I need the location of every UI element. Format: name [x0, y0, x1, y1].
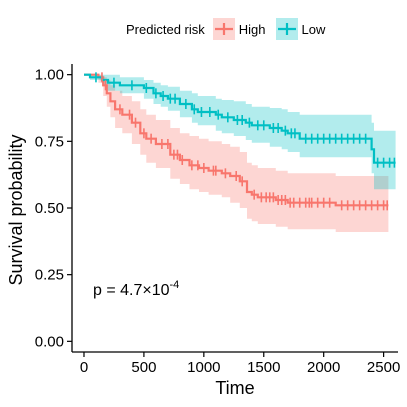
x-tick-label: 2000 [307, 359, 340, 376]
x-tick-label: 2500 [367, 359, 400, 376]
survival-curves [84, 73, 396, 207]
legend-label-high: High [238, 21, 266, 37]
confidence-band-low [84, 74, 396, 190]
y-tick-label: 0.50 [35, 200, 64, 217]
axes: 0 500 1000 1500 2000 2500 0.00 0.25 0.50 0.75 1.00 [35, 64, 400, 376]
p-value-base: p = 4.7×10 [93, 282, 170, 299]
y-tick-label: 0.25 [35, 267, 64, 284]
censor-marks [95, 72, 396, 211]
x-tick-label: 1500 [247, 359, 280, 376]
legend-title: Predicted risk [126, 21, 205, 37]
survival-curve-low [84, 73, 396, 164]
confidence-band-high [84, 74, 389, 232]
legend-key-low [275, 18, 298, 40]
legend-label-low: Low [301, 21, 326, 37]
x-axis-label: Time [215, 378, 254, 398]
p-value-exponent: -4 [170, 279, 180, 291]
y-tick-label: 0.00 [35, 333, 64, 350]
y-axis-label: Survival probability [6, 134, 26, 285]
x-tick-label: 1000 [187, 359, 220, 376]
y-tick-label: 0.75 [35, 133, 64, 150]
x-tick-label: 0 [80, 359, 88, 376]
y-tick-label: 1.00 [35, 67, 64, 84]
survival-curve-high [84, 73, 389, 207]
legend-key-high [212, 18, 235, 40]
p-value-annotation: p = 4.7×10-4 [93, 279, 179, 299]
legend: Predicted risk High Low [126, 18, 329, 40]
confidence-bands [84, 74, 396, 232]
x-tick-label: 500 [131, 359, 156, 376]
